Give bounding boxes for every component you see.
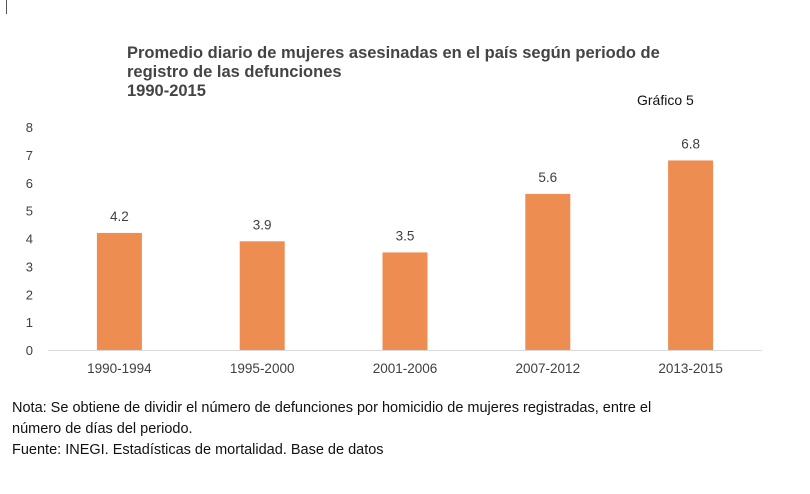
- y-tick-label: 8: [26, 120, 33, 135]
- x-tick-label: 2007-2012: [516, 361, 581, 376]
- y-tick-label: 0: [26, 343, 33, 358]
- chart-title: Promedio diario de mujeres asesinadas en…: [127, 44, 687, 101]
- chart-title-line-1: Promedio diario de mujeres asesinadas en…: [127, 44, 660, 62]
- note-line-2: número de días del periodo.: [12, 421, 193, 437]
- data-label: 3.5: [396, 228, 415, 243]
- bar: [96, 232, 142, 350]
- data-label: 4.2: [110, 209, 129, 224]
- note-line-1: Nota: Se obtiene de dividir el número de…: [12, 400, 652, 416]
- y-tick-label: 1: [26, 315, 33, 330]
- y-tick-label: 5: [26, 204, 33, 219]
- y-tick-label: 7: [26, 148, 33, 163]
- figure-label: Gráfico 5: [637, 92, 694, 108]
- chart-title-line-2: registro de las defunciones: [127, 63, 342, 81]
- y-tick-label: 4: [26, 232, 33, 247]
- x-tick-label: 1990-1994: [87, 361, 152, 376]
- data-label: 3.9: [253, 217, 272, 232]
- source-line: Fuente: INEGI. Estadísticas de mortalida…: [12, 442, 384, 458]
- bar-chart: 0 1 2 3 4 5 6 7 8 4.2 1990-1994 3.9 1995-2000 3.5 2001…: [26, 120, 762, 376]
- x-tick-label: 2001-2006: [373, 361, 438, 376]
- chart-title-line-3: 1990-2015: [127, 82, 206, 100]
- data-label: 6.8: [681, 136, 700, 151]
- bar: [525, 193, 571, 350]
- bar: [382, 252, 428, 350]
- x-tick-label: 1995-2000: [230, 361, 295, 376]
- bar: [239, 241, 285, 350]
- y-tick-label: 2: [26, 287, 33, 302]
- data-label: 5.6: [538, 170, 557, 185]
- page-corner-mark: [6, 0, 7, 14]
- bar: [668, 160, 714, 350]
- y-tick-label: 3: [26, 259, 33, 274]
- y-tick-label: 6: [26, 176, 33, 191]
- footnotes: Nota: Se obtiene de dividir el número de…: [12, 398, 802, 461]
- x-tick-label: 2013-2015: [658, 361, 723, 376]
